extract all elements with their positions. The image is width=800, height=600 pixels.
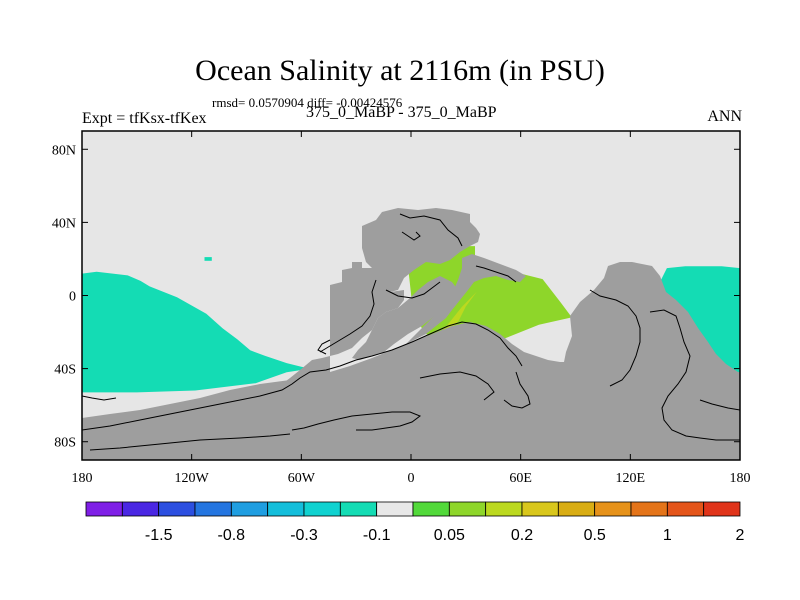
colorbar-box xyxy=(339,501,378,517)
colorbar-box xyxy=(158,501,196,517)
y-tick-label: 80S xyxy=(54,436,76,451)
colorbar-box xyxy=(485,501,523,517)
colorbar-labels: -1.5 -0.8 -0.3 -0.1 0.05 0.2 0.5 1 2 xyxy=(145,527,745,544)
colorbar-box xyxy=(376,501,414,517)
colorbar-box xyxy=(85,501,123,517)
colorbar-box xyxy=(412,501,450,517)
colorbar-label: -1.5 xyxy=(145,527,173,544)
colorbar-box xyxy=(194,501,232,517)
colorbar-label: -0.3 xyxy=(290,527,318,544)
x-tick-label: 0 xyxy=(408,471,415,486)
season-label: ANN xyxy=(707,108,742,125)
stats-line: rmsd= 0.0570904 diff= -0.00424576 xyxy=(212,95,403,110)
negative-anomaly-south-pacific xyxy=(82,271,311,393)
colorbar-box xyxy=(121,501,160,517)
y-tick-label: 80N xyxy=(52,143,76,158)
colorbar-box xyxy=(703,501,741,517)
colorbar-label: 0.05 xyxy=(434,527,465,544)
x-tick-label: 180 xyxy=(72,471,93,486)
land-africa-south xyxy=(352,276,458,360)
y-tick-label: 40S xyxy=(54,363,76,378)
colorbar-box xyxy=(594,501,632,517)
negative-anomaly-west-pacific xyxy=(652,266,740,384)
colorbar-box xyxy=(303,501,341,517)
colorbar-box xyxy=(557,501,596,517)
subtitle: 375_0_MaBP - 375_0_MaBP xyxy=(306,104,497,121)
x-tick-label: 120E xyxy=(616,471,646,486)
colorbar-label: 0.5 xyxy=(584,527,606,544)
colorbar-label: 2 xyxy=(736,527,745,544)
colorbar-box xyxy=(230,501,269,517)
colorbar-label: -0.1 xyxy=(363,527,391,544)
x-axis: 180 120W 60W 0 60E 120E 180 xyxy=(72,131,751,486)
colorbar xyxy=(85,501,741,517)
land-mask xyxy=(82,208,740,460)
experiment-label: Expt = tfKsx-tfKex xyxy=(82,110,207,127)
y-tick-label: 0 xyxy=(69,290,76,305)
colorbar-label: 0.2 xyxy=(511,527,533,544)
colorbar-box xyxy=(666,501,705,517)
positive-anomaly-central-ocean xyxy=(407,246,572,343)
land-southern-ring xyxy=(82,322,570,460)
chart-title: Ocean Salinity at 2116m (in PSU) xyxy=(195,54,605,87)
x-tick-label: 180 xyxy=(730,471,751,486)
x-tick-label: 60W xyxy=(288,471,316,486)
colorbar-label: -0.8 xyxy=(218,527,246,544)
colorbar-box xyxy=(630,501,668,517)
y-tick-label: 40N xyxy=(52,216,76,231)
land-asia-australia xyxy=(562,262,740,460)
negative-anomaly-islet xyxy=(204,257,212,261)
x-tick-label: 60E xyxy=(509,471,532,486)
colorbar-box xyxy=(521,501,559,517)
land-africa-eurasia-north xyxy=(362,208,480,292)
colorbar-label: 1 xyxy=(663,527,672,544)
colorbar-box xyxy=(267,501,305,517)
y-axis: 80N 40N 0 40S 80S xyxy=(52,143,740,451)
colorbar-box xyxy=(448,501,487,517)
x-tick-label: 120W xyxy=(175,471,210,486)
land-middle-east-arc xyxy=(404,254,526,346)
